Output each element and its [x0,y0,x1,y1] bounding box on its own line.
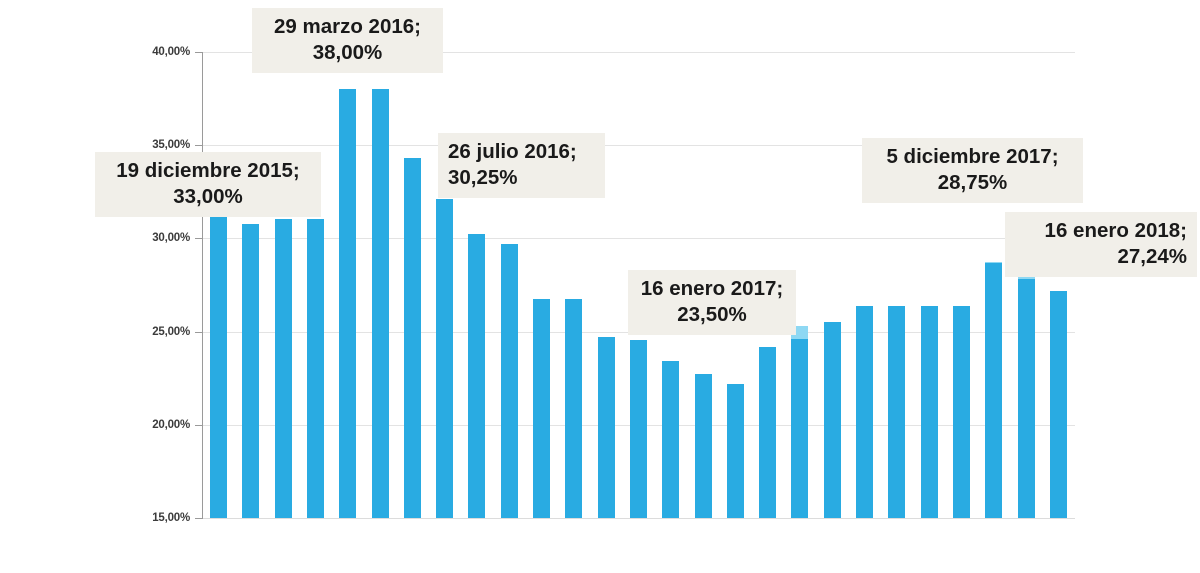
bar [726,383,744,518]
bar [210,182,227,518]
annotation-date: 16 enero 2017; [640,277,784,300]
bar [952,305,970,518]
bar [629,340,647,518]
bar [985,261,1003,518]
bar [468,233,486,518]
y-axis-line [202,52,203,519]
bar-highlight-cap [985,261,1003,263]
annotation-value: 27,24% [1117,245,1187,269]
bar [565,298,583,518]
gridline [203,52,1075,53]
bar [274,218,292,518]
bar [436,199,454,518]
annotation-date: 5 diciembre 2017; [886,145,1059,168]
bar [1049,290,1067,518]
annotation-callout-1: 19 diciembre 2015; 33,00% [95,152,321,218]
annotation-value: 38,00% [312,41,383,65]
annotation-date: 16 enero 2018; [1044,219,1187,242]
bar [242,224,260,518]
annotation-value: 30,25% [448,166,518,190]
gridline [203,238,1075,239]
x-axis-baseline [203,518,1075,519]
bar [694,373,712,518]
y-axis-tick [195,332,202,333]
bar [920,305,938,518]
annotation-value: 28,75% [937,171,1008,195]
bar [888,305,906,518]
y-axis-tick-label: 40,00% [152,46,190,58]
y-axis-tick [195,238,202,239]
bar [791,326,809,518]
annotation-callout-4: 16 enero 2017; 23,50% [628,270,796,336]
annotation-date: 19 diciembre 2015; [116,159,300,182]
bar [500,244,518,518]
annotation-value: 23,50% [677,303,747,327]
bar [403,158,421,518]
annotation-value: 33,00% [173,185,243,209]
bar [856,305,873,518]
y-axis-tick [195,518,202,519]
bar [759,346,777,518]
annotation-callout-6: 16 enero 2018; 27,24% [1005,212,1197,278]
y-axis-tick-label: 15,00% [152,512,190,524]
y-axis-tick-label: 25,00% [152,326,190,338]
bar [339,89,357,518]
annotation-callout-2: 29 marzo 2016; 38,00% [252,8,443,74]
annotation-callout-5: 5 diciembre 2017; 28,75% [862,138,1083,204]
bar [371,89,389,518]
bar [306,218,324,518]
annotation-callout-3: 26 julio 2016; 30,25% [438,133,605,199]
bar [533,298,550,518]
bar [597,337,615,518]
y-axis-tick [195,52,202,53]
bar [662,361,680,518]
gridline [203,145,1075,146]
bar [1017,261,1035,518]
bar [823,322,841,518]
y-axis-tick-label: 35,00% [152,139,190,151]
y-axis-tick-label: 30,00% [152,232,190,244]
annotation-date: 29 marzo 2016; [273,15,421,38]
y-axis-tick [195,425,202,426]
y-axis-tick [195,145,202,146]
y-axis-tick-label: 20,00% [152,419,190,431]
bars-container [203,52,1075,518]
annotation-date: 26 julio 2016; [448,140,577,163]
